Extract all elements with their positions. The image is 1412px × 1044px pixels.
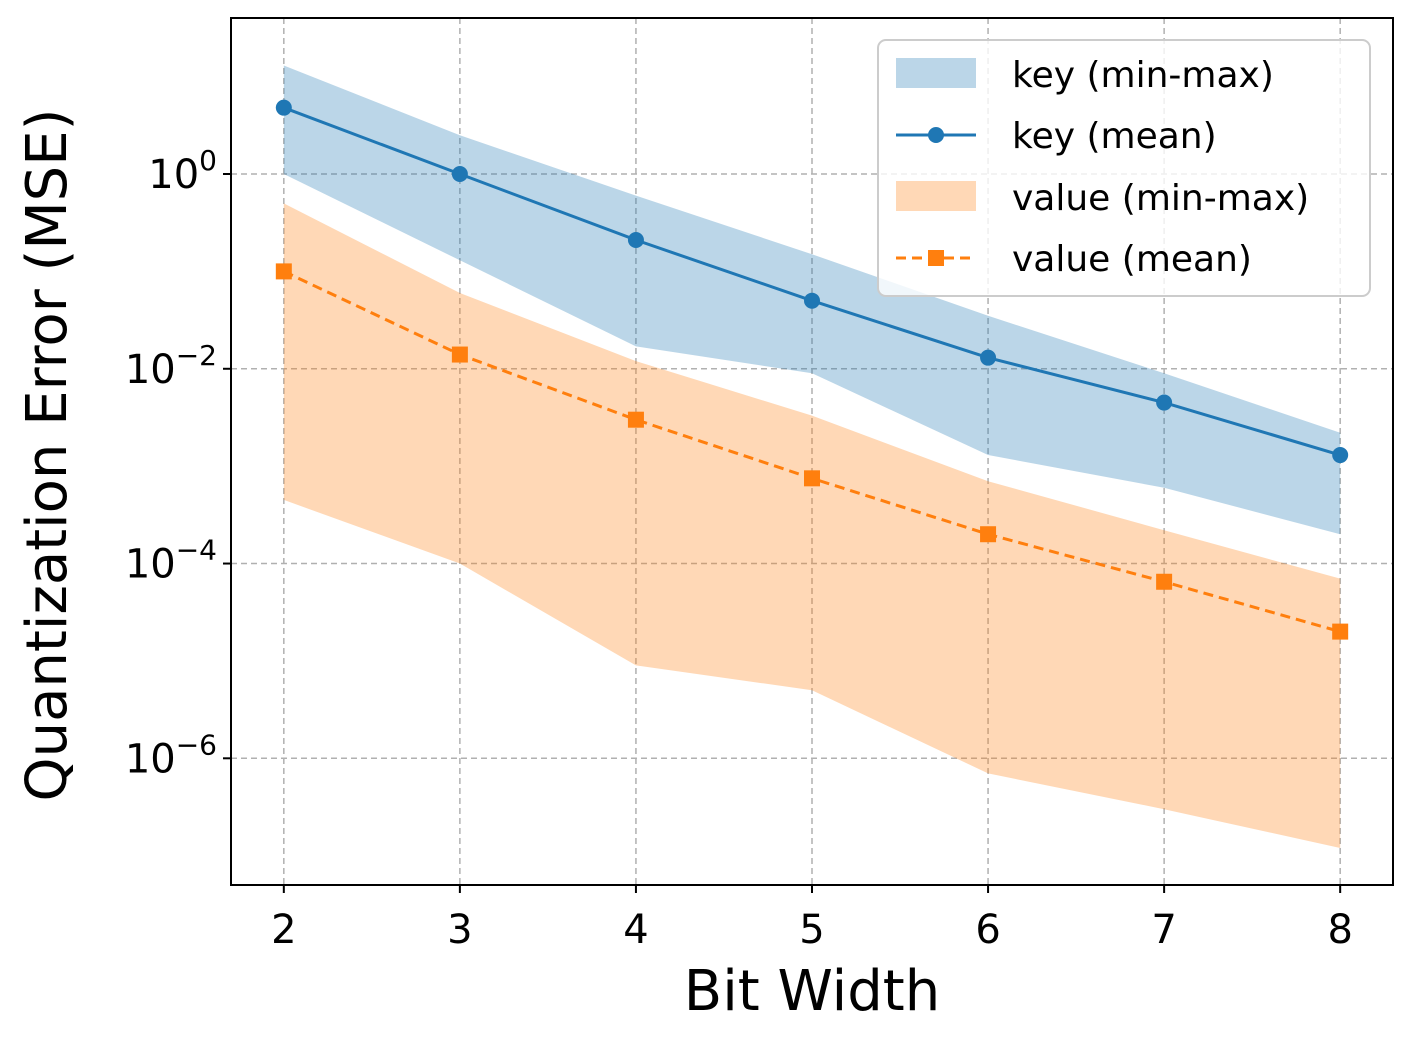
key-mean-point [275,99,292,116]
y-tick-label: 100 [148,144,217,198]
x-tick-label: 3 [447,907,472,953]
legend-key-marker [928,127,944,143]
value-mean-point [451,346,468,363]
series-markers [275,99,1349,640]
key-mean-point [804,292,820,309]
key-mean-point [627,232,644,249]
band-value-min-max- [283,203,1341,848]
value-mean-point [1156,573,1173,590]
x-tick-label: 8 [1327,907,1352,953]
y-axis-title: Quantization Error (MSE) [15,109,80,802]
key-mean-point [1156,394,1173,411]
legend-label-value-mean: value (mean) [1012,239,1252,280]
legend-key-band-swatch [896,58,976,88]
y-tick-label: 10−2 [125,339,217,393]
value-mean-point [627,411,644,428]
value-mean-point [275,263,292,280]
y-tick-label: 10−6 [125,728,217,782]
value-mean-point [804,470,820,487]
legend-label-value-band: value (min-max) [1012,178,1309,219]
x-tick-label: 4 [623,907,648,953]
x-axis-ticks: 2 3 4 5 6 7 8 [271,885,1353,953]
legend-value-band-swatch [896,181,976,211]
key-mean-point [1332,447,1349,464]
key-mean-point [451,166,468,183]
x-tick-label: 2 [271,907,296,953]
x-tick-label: 6 [975,907,1000,953]
legend: key (min-max) key (mean) value (min-max)… [877,39,1371,297]
legend-box [877,39,1371,297]
key-mean-point [980,349,997,366]
legend-value-marker [928,250,944,266]
legend-label-key-band: key (min-max) [1012,55,1274,96]
y-axis-ticks: 100 10−2 10−4 10−6 [125,144,231,782]
legend-label-key-mean: key (mean) [1012,116,1217,157]
x-axis-title: Bit Width [684,959,940,1024]
x-tick-label: 5 [799,907,824,953]
value-mean-point [1332,623,1349,640]
y-tick-label: 10−4 [125,534,217,588]
x-tick-label: 7 [1151,907,1176,953]
value-mean-point [980,526,997,543]
